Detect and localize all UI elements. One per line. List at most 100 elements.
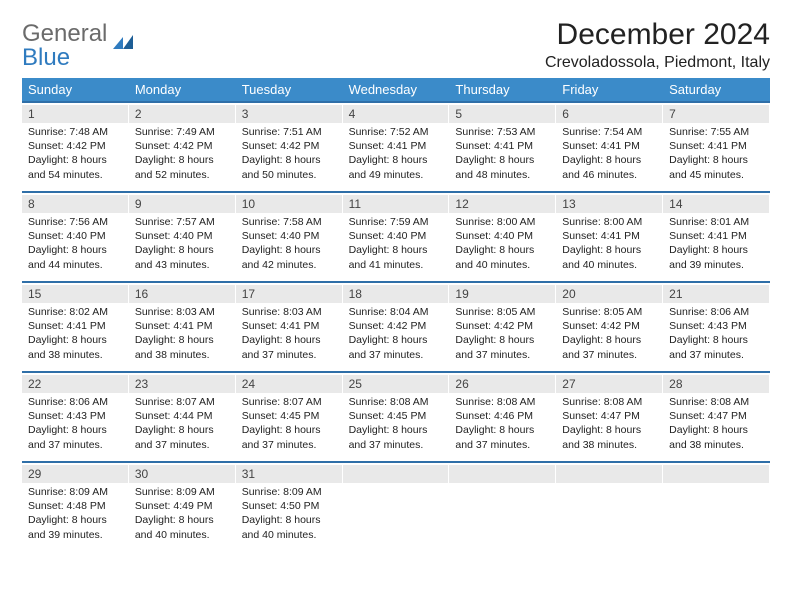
day-cell: 29 Sunrise: 8:09 AMSunset: 4:48 PMDayligh…	[22, 463, 129, 551]
day-number: 11	[343, 195, 449, 213]
day-header: Friday	[556, 78, 663, 101]
day-info: Sunrise: 8:08 AMSunset: 4:47 PMDaylight:…	[669, 395, 763, 452]
day-cell: 27 Sunrise: 8:08 AMSunset: 4:47 PMDayligh…	[556, 373, 663, 461]
day-number: 14	[663, 195, 769, 213]
day-info: Sunrise: 8:09 AMSunset: 4:49 PMDaylight:…	[135, 485, 229, 542]
day-info: Sunrise: 7:58 AMSunset: 4:40 PMDaylight:…	[242, 215, 336, 272]
day-info: Sunrise: 8:07 AMSunset: 4:45 PMDaylight:…	[242, 395, 336, 452]
day-cell: 23Sunrise: 8:07 AMSunset: 4:44 PMDayligh…	[129, 373, 236, 461]
day-info: Sunrise: 8:00 AMSunset: 4:40 PMDaylight:…	[455, 215, 549, 272]
day-cell: 7 Sunrise: 7:55 AMSunset: 4:41 PMDaylight…	[663, 103, 770, 191]
month-title: December 2024	[545, 18, 770, 52]
day-info: Sunrise: 8:08 AMSunset: 4:46 PMDaylight:…	[455, 395, 549, 452]
day-number: 22	[22, 375, 128, 393]
day-number: 23	[129, 375, 235, 393]
location: Crevoladossola, Piedmont, Italy	[545, 54, 770, 72]
day-info: Sunrise: 8:05 AMSunset: 4:42 PMDaylight:…	[562, 305, 656, 362]
day-header: Wednesday	[343, 78, 450, 101]
day-info: Sunrise: 8:08 AMSunset: 4:47 PMDaylight:…	[562, 395, 656, 452]
day-cell: 18 Sunrise: 8:04 AMSunset: 4:42 PMDayligh…	[343, 283, 450, 371]
day-number: 16	[129, 285, 235, 303]
day-cell: 16 Sunrise: 8:03 AMSunset: 4:41 PMDayligh…	[129, 283, 236, 371]
day-number: 24	[236, 375, 342, 393]
day-header: Tuesday	[236, 78, 343, 101]
day-cell: 1Sunrise: 7:48 AMSunset: 4:42 PMDaylight…	[22, 103, 129, 191]
day-cell	[556, 463, 663, 551]
day-number: 20	[556, 285, 662, 303]
day-header-row: SundayMondayTuesdayWednesdayThursdayFrid…	[22, 78, 770, 101]
day-cell: 21 Sunrise: 8:06 AMSunset: 4:43 PMDayligh…	[663, 283, 770, 371]
day-info: Sunrise: 8:09 AMSunset: 4:48 PMDaylight:…	[28, 485, 122, 542]
day-number: 27	[556, 375, 662, 393]
day-cell: 24 Sunrise: 8:07 AMSunset: 4:45 PMDayligh…	[236, 373, 343, 461]
day-info: Sunrise: 8:06 AMSunset: 4:43 PMDaylight:…	[669, 305, 763, 362]
day-number: 7	[663, 105, 769, 123]
day-number: 8	[22, 195, 128, 213]
day-info: Sunrise: 7:48 AMSunset: 4:42 PMDaylight:…	[28, 125, 122, 182]
day-cell: 28Sunrise: 8:08 AMSunset: 4:47 PMDayligh…	[663, 373, 770, 461]
logo: General Blue	[22, 22, 137, 70]
day-cell: 8 Sunrise: 7:56 AMSunset: 4:40 PMDaylight…	[22, 193, 129, 281]
day-number: 30	[129, 465, 235, 483]
day-number: 6	[556, 105, 662, 123]
day-info: Sunrise: 8:02 AMSunset: 4:41 PMDaylight:…	[28, 305, 122, 362]
day-number: 15	[22, 285, 128, 303]
day-cell	[343, 463, 450, 551]
calendar-body: 1Sunrise: 7:48 AMSunset: 4:42 PMDaylight…	[22, 101, 770, 551]
day-header: Monday	[129, 78, 236, 101]
title-block: December 2024 Crevoladossola, Piedmont, …	[545, 18, 770, 72]
day-number: 4	[343, 105, 449, 123]
day-cell: 26 Sunrise: 8:08 AMSunset: 4:46 PMDayligh…	[449, 373, 556, 461]
day-cell: 11Sunrise: 7:59 AMSunset: 4:40 PMDayligh…	[343, 193, 450, 281]
day-info: Sunrise: 7:53 AMSunset: 4:41 PMDaylight:…	[455, 125, 549, 182]
day-number: 17	[236, 285, 342, 303]
day-number: 2	[129, 105, 235, 123]
day-cell: 22 Sunrise: 8:06 AMSunset: 4:43 PMDayligh…	[22, 373, 129, 461]
logo-part-1: General	[22, 20, 107, 47]
week-row: 29 Sunrise: 8:09 AMSunset: 4:48 PMDayligh…	[22, 461, 770, 551]
day-cell: 4 Sunrise: 7:52 AMSunset: 4:41 PMDaylight…	[343, 103, 450, 191]
week-row: 15 Sunrise: 8:02 AMSunset: 4:41 PMDayligh…	[22, 281, 770, 371]
day-number: 19	[449, 285, 555, 303]
day-cell: 13Sunrise: 8:00 AMSunset: 4:41 PMDayligh…	[556, 193, 663, 281]
day-cell: 30 Sunrise: 8:09 AMSunset: 4:49 PMDayligh…	[129, 463, 236, 551]
day-info: Sunrise: 7:56 AMSunset: 4:40 PMDaylight:…	[28, 215, 122, 272]
day-cell: 5 Sunrise: 7:53 AMSunset: 4:41 PMDaylight…	[449, 103, 556, 191]
day-number: 9	[129, 195, 235, 213]
day-number: 29	[22, 465, 128, 483]
day-info: Sunrise: 8:06 AMSunset: 4:43 PMDaylight:…	[28, 395, 122, 452]
day-number: 5	[449, 105, 555, 123]
day-header: Thursday	[449, 78, 556, 101]
day-number	[556, 465, 662, 483]
day-number: 3	[236, 105, 342, 123]
logo-part-2: Blue	[22, 44, 70, 71]
day-number: 31	[236, 465, 342, 483]
day-info: Sunrise: 7:49 AMSunset: 4:42 PMDaylight:…	[135, 125, 229, 182]
day-info: Sunrise: 8:03 AMSunset: 4:41 PMDaylight:…	[135, 305, 229, 362]
day-cell: 9 Sunrise: 7:57 AMSunset: 4:40 PMDaylight…	[129, 193, 236, 281]
day-number: 13	[556, 195, 662, 213]
day-cell: 15 Sunrise: 8:02 AMSunset: 4:41 PMDayligh…	[22, 283, 129, 371]
day-info: Sunrise: 8:04 AMSunset: 4:42 PMDaylight:…	[349, 305, 443, 362]
logo-text: General Blue	[22, 22, 107, 70]
day-number: 18	[343, 285, 449, 303]
logo-mark-icon	[111, 31, 137, 62]
calendar: SundayMondayTuesdayWednesdayThursdayFrid…	[22, 78, 770, 551]
week-row: 22 Sunrise: 8:06 AMSunset: 4:43 PMDayligh…	[22, 371, 770, 461]
day-number	[343, 465, 449, 483]
day-number: 26	[449, 375, 555, 393]
day-cell	[663, 463, 770, 551]
day-info: Sunrise: 7:57 AMSunset: 4:40 PMDaylight:…	[135, 215, 229, 272]
day-cell: 10Sunrise: 7:58 AMSunset: 4:40 PMDayligh…	[236, 193, 343, 281]
day-header: Sunday	[22, 78, 129, 101]
day-cell: 3Sunrise: 7:51 AMSunset: 4:42 PMDaylight…	[236, 103, 343, 191]
day-cell: 14Sunrise: 8:01 AMSunset: 4:41 PMDayligh…	[663, 193, 770, 281]
day-info: Sunrise: 7:54 AMSunset: 4:41 PMDaylight:…	[562, 125, 656, 182]
day-info: Sunrise: 7:52 AMSunset: 4:41 PMDaylight:…	[349, 125, 443, 182]
day-cell: 2 Sunrise: 7:49 AMSunset: 4:42 PMDaylight…	[129, 103, 236, 191]
day-cell: 12Sunrise: 8:00 AMSunset: 4:40 PMDayligh…	[449, 193, 556, 281]
day-number: 21	[663, 285, 769, 303]
day-number	[663, 465, 769, 483]
day-info: Sunrise: 7:55 AMSunset: 4:41 PMDaylight:…	[669, 125, 763, 182]
day-cell	[449, 463, 556, 551]
